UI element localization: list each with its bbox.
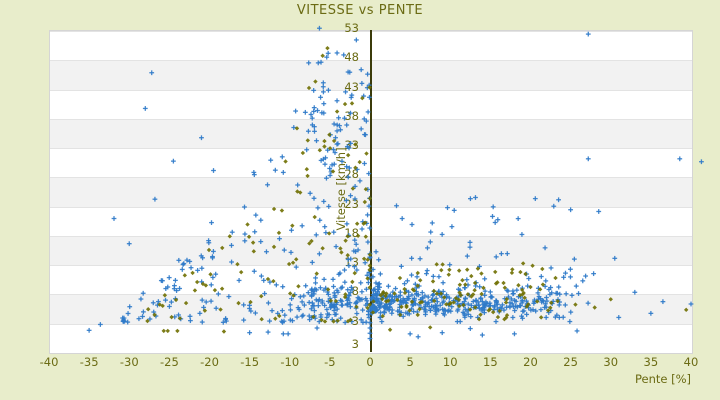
x-tick-label: -35 — [79, 355, 99, 369]
chart-title: VITESSE vs PENTE — [296, 3, 424, 18]
x-tick-label: -20 — [200, 355, 219, 369]
x-tick-label: 10 — [442, 355, 458, 369]
x-tick-label: -15 — [240, 355, 260, 369]
y-tick-label: 8 — [351, 284, 359, 299]
y-tick-label: 3 — [351, 313, 359, 328]
x-tick-label: 0 — [366, 355, 374, 369]
y-tick-label: 43 — [344, 79, 359, 94]
x-tick-label: 30 — [603, 355, 619, 369]
y-tick-label: 13 — [344, 255, 359, 270]
x-tick-label: 20 — [523, 355, 538, 369]
x-tick-label: -5 — [324, 355, 336, 369]
x-tick-label: -40 — [39, 355, 59, 369]
x-tick-label: -25 — [159, 355, 179, 369]
y-axis-line — [370, 30, 372, 352]
y-axis-min-label: 3 — [351, 337, 359, 351]
x-tick-label: 15 — [483, 355, 498, 369]
x-tick-label: 25 — [563, 355, 578, 369]
y-tick-label: 38 — [344, 108, 359, 123]
x-tick-label: -30 — [119, 355, 139, 369]
x-axis-title: Pente [%] — [634, 372, 691, 386]
x-tick-label: 5 — [406, 355, 414, 369]
y-tick-label: 53 — [344, 21, 359, 35]
x-tick-label: 35 — [643, 355, 659, 369]
y-axis-title: Vitesse [km/h] — [334, 147, 348, 231]
y-tick-label: 48 — [344, 50, 359, 65]
x-tick-label: 40 — [683, 355, 699, 369]
x-tick-label: -10 — [280, 355, 300, 369]
